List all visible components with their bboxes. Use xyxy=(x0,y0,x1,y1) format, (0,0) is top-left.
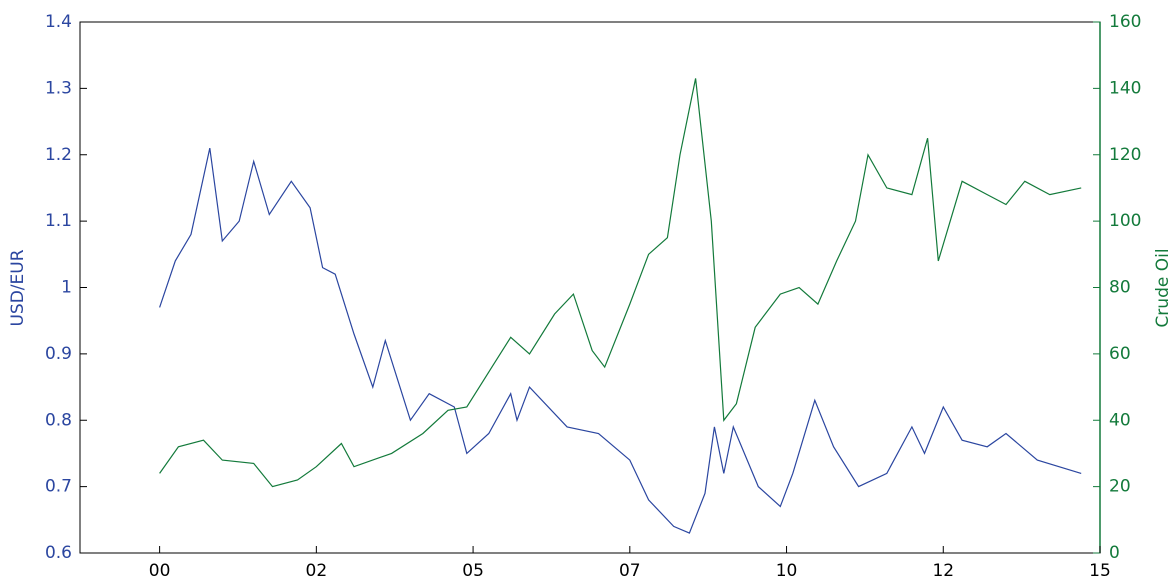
y-axis-title: USD/EUR xyxy=(8,249,28,326)
y2-tick-label: 20 xyxy=(1109,477,1131,497)
y-tick-label: 1.1 xyxy=(45,211,72,231)
y2-tick-label: 60 xyxy=(1109,344,1131,364)
y2-tick-label: 160 xyxy=(1109,12,1141,32)
y-tick-label: 0.7 xyxy=(45,477,72,497)
y-tick-label: 0.6 xyxy=(45,543,72,563)
y2-tick-label: 120 xyxy=(1109,145,1141,165)
plot-frame xyxy=(79,21,1101,554)
y2-tick-label: 100 xyxy=(1109,211,1141,231)
x-tick-label: 15 xyxy=(1089,561,1111,580)
y-tick-label: 1.4 xyxy=(45,12,72,32)
y2-tick-label: 80 xyxy=(1109,278,1131,298)
y2-tick-label: 0 xyxy=(1109,543,1120,563)
series-line xyxy=(159,147,1082,534)
y-tick-label: 0.9 xyxy=(45,344,72,364)
y-tick-label: 1 xyxy=(61,278,72,298)
y2-axis-title: Crude Oil xyxy=(1153,248,1173,327)
y-tick-label: 1.3 xyxy=(45,78,72,98)
x-tick-label: 07 xyxy=(619,561,641,580)
x-tick-label: 00 xyxy=(149,561,171,580)
series-line xyxy=(159,78,1082,488)
x-tick-label: 05 xyxy=(462,561,484,580)
y2-tick-label: 140 xyxy=(1109,78,1141,98)
x-tick-label: 02 xyxy=(306,561,328,580)
x-tick-label: 10 xyxy=(776,561,798,580)
y-tick-label: 0.8 xyxy=(45,410,72,430)
x-tick-label: 12 xyxy=(932,561,954,580)
y-tick-label: 1.2 xyxy=(45,145,72,165)
y2-tick-label: 40 xyxy=(1109,410,1131,430)
